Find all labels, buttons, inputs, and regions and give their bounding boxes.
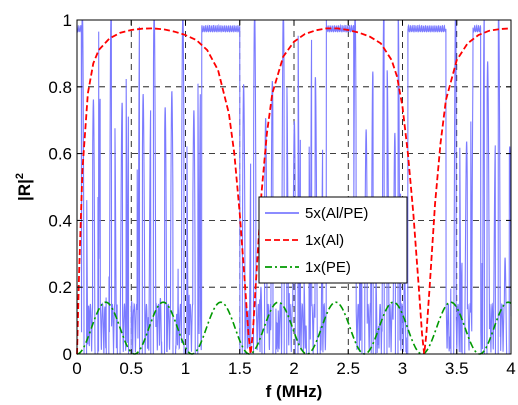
y-tick-label: 0.4 <box>48 211 72 230</box>
x-tick-label: 3 <box>398 359 407 378</box>
y-tick-label: 1 <box>63 11 72 30</box>
x-tick-label: 2 <box>289 359 298 378</box>
series-1x-al-line <box>76 27 512 355</box>
x-tick-label: 3.5 <box>445 359 469 378</box>
y-tick-label: 0 <box>63 345 72 364</box>
series-1x-pe-line <box>76 301 512 355</box>
x-axis-label: f (MHz) <box>266 382 323 401</box>
y-tick-label: 0.6 <box>48 145 72 164</box>
x-tick-label: 1 <box>181 359 190 378</box>
tick-labels: 0 0.5 1 1.5 2 2.5 3 3.5 4 0 0.2 0.4 0.6 0.8 1 <box>48 11 515 378</box>
x-tick-label: 0 <box>72 359 81 378</box>
legend-entry-label: 5x(Al/PE) <box>305 205 368 222</box>
legend-entry-label: 1x(PE) <box>305 259 351 276</box>
x-tick-label: 4 <box>506 359 515 378</box>
series-5x-al-pe-line <box>76 19 512 355</box>
y-axis-label-main: |R| <box>15 179 34 201</box>
legend: 5x(Al/PE) 1x(Al) 1x(PE) <box>258 196 408 284</box>
x-tick-label: 0.5 <box>119 359 143 378</box>
y-axis-label: |R|2 <box>14 173 34 201</box>
axis-ticks <box>76 19 512 355</box>
legend-entry-label: 1x(Al) <box>305 232 344 249</box>
series-layer <box>76 19 512 355</box>
y-axis-label-superscript: 2 <box>14 173 26 179</box>
x-tick-label: 2.5 <box>336 359 360 378</box>
y-tick-label: 0.8 <box>48 78 72 97</box>
y-tick-label: 0.2 <box>48 278 72 297</box>
x-tick-label: 1.5 <box>228 359 252 378</box>
